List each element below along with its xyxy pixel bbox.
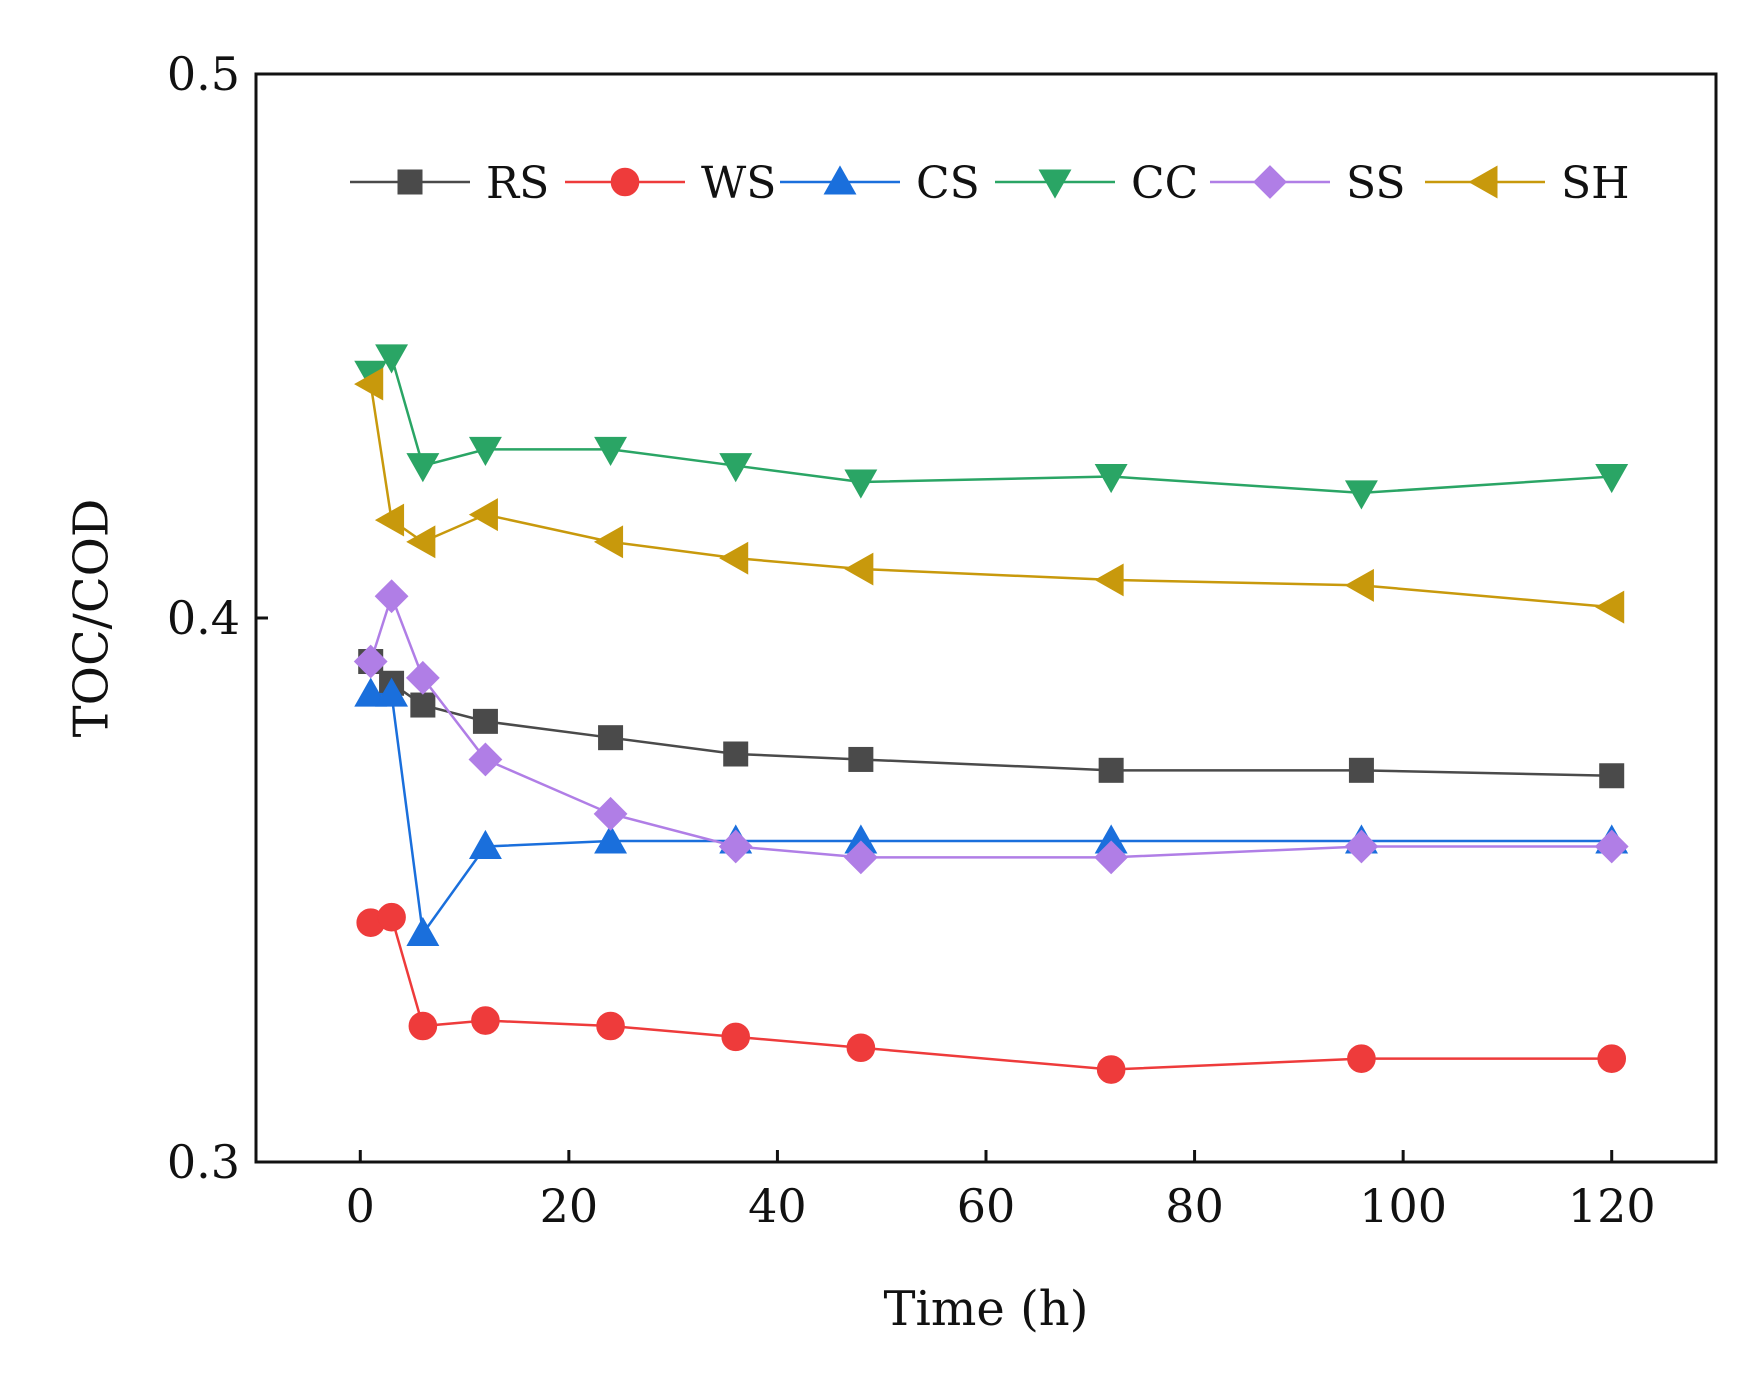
data-point-sh (406, 525, 436, 559)
data-point-sh (1344, 568, 1374, 602)
series-line-cc (369, 354, 1612, 495)
legend-marker (1253, 165, 1287, 199)
series-layer (353, 344, 1629, 1084)
legend-marker (823, 165, 857, 195)
data-point-ws (1096, 1055, 1126, 1084)
legend-item-ws: WS (565, 158, 776, 209)
data-point-rs (472, 708, 498, 734)
series-line-ss (369, 592, 1612, 859)
y-tick-label: 0.3 (167, 1135, 240, 1189)
data-point-cs (375, 677, 409, 707)
legend-label: SH (1561, 158, 1630, 209)
data-point-cs (406, 916, 440, 947)
data-point-ss (593, 796, 628, 831)
legend-item-cc: CC (995, 158, 1198, 209)
legend-item-ss: SS (1210, 158, 1406, 209)
data-point-ws (721, 1022, 751, 1052)
series-rs (358, 649, 1625, 789)
x-tick-label: 80 (1165, 1179, 1224, 1233)
data-point-rs (848, 746, 874, 772)
data-point-ss (1344, 829, 1379, 864)
data-point-ss (843, 840, 878, 875)
data-point-cc (375, 344, 409, 374)
data-point-ss (405, 660, 440, 695)
legend-marker (1038, 169, 1072, 199)
data-point-ws (1347, 1044, 1376, 1073)
data-point-rs (410, 692, 436, 718)
legend-marker (1468, 165, 1498, 199)
data-point-sh (468, 498, 498, 532)
data-point-sh (354, 367, 384, 401)
x-tick-label: 120 (1568, 1179, 1656, 1233)
data-point-cc (1094, 464, 1128, 494)
data-point-ws (377, 902, 406, 932)
data-point-ss (353, 644, 388, 679)
series-ws (356, 902, 1627, 1084)
data-point-ss (374, 579, 409, 614)
legend-label: RS (486, 158, 549, 209)
data-point-ws (596, 1011, 625, 1041)
legend-label: CS (916, 158, 980, 209)
series-cc (354, 344, 1629, 510)
data-point-rs (1599, 763, 1625, 789)
data-point-ws (1597, 1044, 1627, 1073)
y-tick-label: 0.5 (167, 47, 240, 101)
series-sh (354, 367, 1625, 624)
series-ss (353, 579, 1629, 875)
series-line-ws (370, 915, 1612, 1071)
legend-label: WS (701, 158, 776, 209)
data-point-sh (593, 525, 624, 559)
data-point-rs (1098, 757, 1124, 783)
data-point-ss (1594, 829, 1629, 864)
x-tick-label: 20 (540, 1179, 599, 1233)
series-line-rs (369, 660, 1612, 778)
x-tick-label: 40 (748, 1179, 807, 1233)
legend-label: CC (1131, 158, 1198, 209)
legend-item-sh: SH (1425, 158, 1630, 209)
data-point-ws (408, 1011, 438, 1041)
legend-item-cs: CS (780, 158, 980, 209)
data-point-sh (1094, 563, 1124, 597)
data-point-rs (1348, 757, 1374, 783)
data-point-cc (468, 436, 502, 466)
series-line-sh (369, 383, 1612, 609)
legend-label: SS (1346, 158, 1406, 209)
data-point-sh (374, 503, 405, 537)
ticks-layer: 0 20 40 60 80 100 120 0.3 0.4 0.5 (167, 47, 1656, 1233)
data-point-cs (468, 829, 502, 859)
x-tick-label: 60 (957, 1179, 1016, 1233)
data-point-cs (354, 677, 388, 707)
data-point-cc (719, 453, 753, 483)
y-tick-label: 0.4 (167, 591, 240, 645)
x-axis-title: Time (h) (884, 1281, 1089, 1337)
data-point-ss (1094, 840, 1129, 875)
data-point-ss (718, 829, 753, 864)
legend: RS WS CS CC SS SH (350, 158, 1630, 209)
data-point-cc (594, 436, 628, 466)
x-tick-label: 0 (346, 1179, 375, 1233)
data-point-rs (598, 725, 624, 751)
data-point-cc (844, 469, 878, 499)
data-point-cc (1344, 480, 1378, 510)
data-point-ws (846, 1033, 876, 1063)
series-cs (354, 677, 1629, 947)
legend-item-rs: RS (350, 158, 549, 209)
data-point-ss (468, 742, 503, 777)
data-point-sh (719, 541, 749, 575)
x-tick-label: 100 (1359, 1179, 1447, 1233)
data-point-sh (1595, 590, 1625, 624)
data-point-rs (723, 741, 749, 767)
legend-marker (397, 169, 423, 195)
data-point-cs (594, 824, 628, 854)
plot-frame (254, 72, 1718, 1164)
data-point-ws (471, 1006, 500, 1035)
data-point-cc (406, 453, 440, 483)
y-axis-title: TOC/COD (64, 499, 120, 738)
data-point-sh (844, 552, 874, 586)
legend-marker (610, 167, 640, 197)
series-line-cs (370, 692, 1612, 937)
data-point-cc (1595, 464, 1629, 494)
